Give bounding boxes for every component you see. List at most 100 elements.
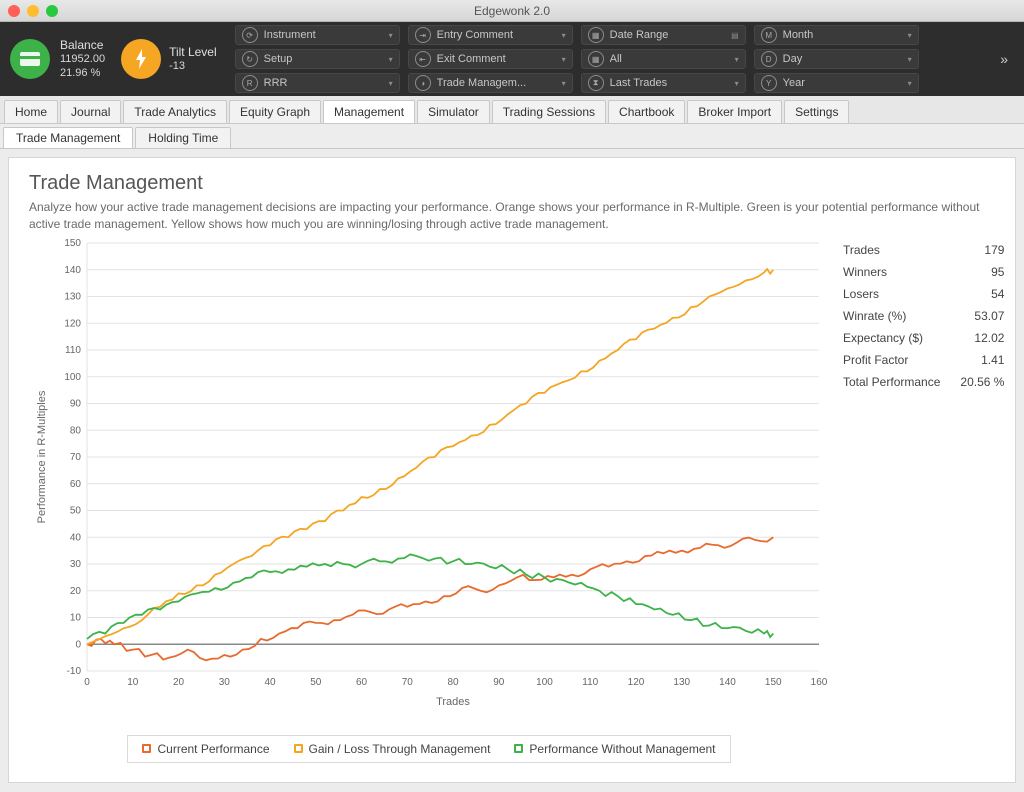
tab-journal[interactable]: Journal bbox=[60, 100, 121, 123]
filter-label: Setup bbox=[264, 53, 383, 65]
chart-container: -100102030405060708090100110120130140150… bbox=[29, 239, 829, 763]
filter-label: Trade Managem... bbox=[437, 77, 556, 89]
svg-text:150: 150 bbox=[64, 239, 81, 249]
subtab-trade-management[interactable]: Trade Management bbox=[3, 127, 133, 148]
tilt-label: Tilt Level bbox=[169, 45, 217, 60]
svg-text:70: 70 bbox=[70, 452, 82, 463]
svg-text:80: 80 bbox=[70, 425, 82, 436]
stat-value: 53.07 bbox=[974, 309, 1004, 323]
chevron-down-icon: ▾ bbox=[562, 55, 566, 64]
filter-dropdown[interactable]: RRRR▾ bbox=[235, 73, 400, 93]
filter-dropdown[interactable]: ▦All▾ bbox=[581, 49, 746, 69]
filter-dropdown[interactable]: ⇤ Exit Comment ▾ bbox=[408, 49, 573, 69]
chevron-down-icon: ▾ bbox=[908, 79, 912, 88]
tab-management[interactable]: Management bbox=[323, 100, 415, 123]
svg-text:50: 50 bbox=[310, 677, 322, 688]
filter-dropdown[interactable]: MMonth▾ bbox=[754, 25, 919, 45]
svg-text:150: 150 bbox=[765, 677, 782, 688]
filter-label: Instrument bbox=[264, 29, 383, 41]
line-chart: -100102030405060708090100110120130140150… bbox=[29, 239, 829, 729]
stat-value: 95 bbox=[991, 265, 1004, 279]
tilt-widget: Tilt Level -13 bbox=[121, 39, 217, 79]
svg-text:90: 90 bbox=[70, 398, 82, 409]
stat-row: Trades179 bbox=[843, 239, 1004, 261]
filter-dropdown[interactable]: Y Year ▾ bbox=[754, 73, 919, 93]
filter-icon: ▦ bbox=[588, 27, 604, 43]
filter-dropdown[interactable]: ◑ Trade Managem... ▾ bbox=[408, 73, 573, 93]
page-description: Analyze how your active trade management… bbox=[29, 199, 995, 233]
filter-icon: Y bbox=[761, 75, 777, 91]
page-title: Trade Management bbox=[29, 172, 995, 195]
filter-label: RRR bbox=[264, 77, 383, 89]
svg-text:60: 60 bbox=[70, 478, 82, 489]
filter-label: Last Trades bbox=[610, 77, 729, 89]
filter-icon: M bbox=[761, 27, 777, 43]
legend-item: Performance Without Management bbox=[514, 742, 715, 756]
tab-trade-analytics[interactable]: Trade Analytics bbox=[123, 100, 227, 123]
filter-icon: ⧗ bbox=[588, 75, 604, 91]
svg-text:10: 10 bbox=[70, 612, 82, 623]
stat-key: Winrate (%) bbox=[843, 309, 906, 323]
legend-label: Gain / Loss Through Management bbox=[309, 742, 491, 756]
legend-item: Current Performance bbox=[142, 742, 269, 756]
legend-swatch bbox=[294, 744, 303, 753]
toolbar: Balance 11952.00 21.96 % Tilt Level -13 … bbox=[0, 22, 1024, 96]
legend-item: Gain / Loss Through Management bbox=[294, 742, 491, 756]
svg-text:130: 130 bbox=[64, 291, 81, 302]
more-icon[interactable]: » bbox=[994, 51, 1014, 67]
subtab-holding-time[interactable]: Holding Time bbox=[135, 127, 231, 148]
filter-dropdown[interactable]: ⧗ Last Trades ▾ bbox=[581, 73, 746, 93]
filter-label: Date Range bbox=[610, 29, 725, 41]
tab-equity-graph[interactable]: Equity Graph bbox=[229, 100, 321, 123]
legend-swatch bbox=[514, 744, 523, 753]
bolt-icon bbox=[121, 39, 161, 79]
filter-icon: D bbox=[761, 51, 777, 67]
svg-text:110: 110 bbox=[582, 677, 598, 688]
chevron-down-icon: ▾ bbox=[735, 79, 739, 88]
svg-text:Trades: Trades bbox=[436, 696, 470, 708]
stat-key: Profit Factor bbox=[843, 353, 908, 367]
balance-label: Balance bbox=[60, 38, 105, 53]
svg-text:130: 130 bbox=[673, 677, 690, 688]
svg-text:Performance in R-Multiples: Performance in R-Multiples bbox=[36, 390, 48, 523]
filter-dropdown[interactable]: ↻Setup▾ bbox=[235, 49, 400, 69]
tab-simulator[interactable]: Simulator bbox=[417, 100, 490, 123]
balance-amount: 11952.00 bbox=[60, 53, 105, 67]
chevron-down-icon: ▾ bbox=[562, 79, 566, 88]
svg-text:30: 30 bbox=[219, 677, 231, 688]
stat-key: Losers bbox=[843, 287, 879, 301]
svg-text:100: 100 bbox=[64, 371, 81, 382]
filter-label: Year bbox=[783, 77, 902, 89]
stat-row: Expectancy ($)12.02 bbox=[843, 327, 1004, 349]
filter-bar: ⟳ Instrument ▾ ↻Setup▾ RRRR▾ ⇥Entry Comment▾ ⇤… bbox=[235, 22, 919, 96]
stat-value: 179 bbox=[984, 243, 1004, 257]
svg-text:40: 40 bbox=[70, 532, 82, 543]
stat-value: 1.41 bbox=[981, 353, 1004, 367]
tab-chartbook[interactable]: Chartbook bbox=[608, 100, 685, 123]
stat-row: Total Performance20.56 % bbox=[843, 371, 1004, 393]
tab-settings[interactable]: Settings bbox=[784, 100, 849, 123]
stat-row: Losers54 bbox=[843, 283, 1004, 305]
chart-legend: Current Performance Gain / Loss Through M… bbox=[127, 735, 730, 763]
filter-icon: ◑ bbox=[415, 75, 431, 91]
tab-broker-import[interactable]: Broker Import bbox=[687, 100, 782, 123]
tab-trading-sessions[interactable]: Trading Sessions bbox=[492, 100, 606, 123]
stat-row: Winrate (%) 53.07 bbox=[843, 305, 1004, 327]
chevron-down-icon: ▾ bbox=[562, 31, 566, 40]
svg-text:140: 140 bbox=[719, 677, 736, 688]
filter-dropdown[interactable]: DDay▾ bbox=[754, 49, 919, 69]
balance-widget: Balance 11952.00 21.96 % bbox=[10, 38, 105, 81]
filter-dropdown[interactable]: ▦Date Range▤ bbox=[581, 25, 746, 45]
window-title: Edgewonk 2.0 bbox=[0, 4, 1024, 18]
filter-label: Exit Comment bbox=[437, 53, 556, 65]
svg-text:40: 40 bbox=[264, 677, 276, 688]
filter-label: Month bbox=[783, 29, 902, 41]
svg-text:100: 100 bbox=[536, 677, 553, 688]
filter-label: All bbox=[610, 53, 729, 65]
filter-dropdown[interactable]: ⇥Entry Comment▾ bbox=[408, 25, 573, 45]
filter-icon: ⟳ bbox=[242, 27, 258, 43]
filter-dropdown[interactable]: ⟳Instrument▾ bbox=[235, 25, 400, 45]
svg-text:60: 60 bbox=[356, 677, 368, 688]
filter-icon: ⇤ bbox=[415, 51, 431, 67]
tab-home[interactable]: Home bbox=[4, 100, 58, 123]
